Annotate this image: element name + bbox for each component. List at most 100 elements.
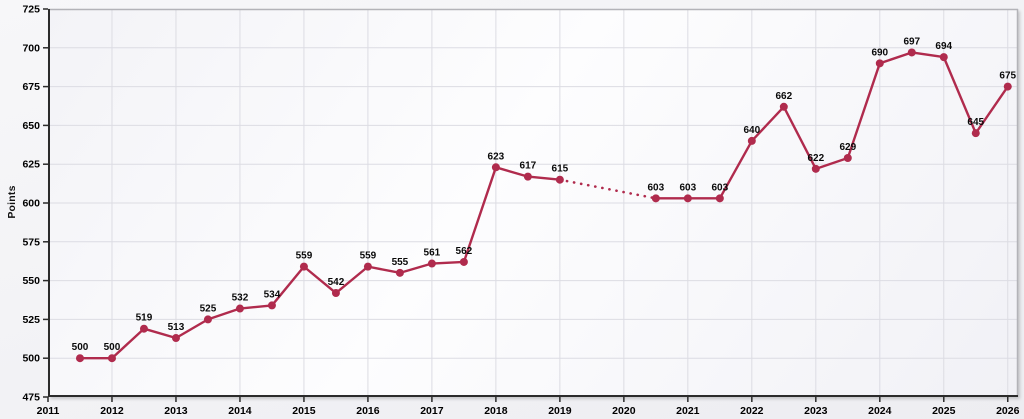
data-point-label: 603	[648, 182, 665, 193]
data-point	[427, 259, 436, 268]
data-point-label: 519	[136, 313, 153, 324]
series-segment	[430, 260, 466, 265]
data-point-label: 697	[903, 36, 920, 47]
x-axis-tick-label: 2016	[356, 405, 380, 417]
data-point-label: 622	[807, 153, 824, 164]
data-point	[107, 354, 116, 363]
series-segment	[526, 175, 562, 181]
series-segment	[398, 262, 434, 275]
x-axis-tick-label: 2021	[676, 405, 700, 417]
data-point-label: 559	[360, 251, 377, 262]
data-point	[235, 304, 244, 313]
data-point-label: 694	[935, 41, 952, 52]
series-segment	[846, 62, 881, 160]
data-point	[1003, 82, 1012, 91]
data-point-label: 561	[424, 248, 441, 259]
x-axis-tick-label: 2015	[292, 405, 316, 417]
y-axis-tick-label: 625	[22, 159, 40, 171]
data-point-label: 629	[839, 142, 856, 153]
x-axis-tick-label: 2023	[804, 405, 828, 417]
y-axis-tick-label: 600	[22, 198, 40, 210]
series-segment	[750, 105, 786, 143]
series-segment-dotted	[558, 178, 658, 200]
data-point	[299, 262, 308, 271]
series-segment	[782, 105, 818, 171]
series-segment	[334, 265, 370, 295]
y-axis-tick-label: 725	[22, 4, 40, 16]
x-axis-tick-label: 2018	[484, 405, 508, 417]
data-point-label: 525	[200, 303, 217, 314]
data-point	[875, 59, 884, 68]
data-point-label: 645	[967, 117, 984, 128]
series-segment	[302, 265, 338, 295]
y-axis-tick-label: 475	[22, 392, 40, 404]
series-segment	[942, 55, 977, 135]
data-point	[683, 194, 692, 203]
y-axis-tick-label: 700	[22, 42, 40, 54]
y-axis-tick-label: 575	[22, 236, 40, 248]
series-segment	[494, 166, 530, 178]
data-point	[523, 172, 532, 181]
data-point-label: 617	[520, 161, 537, 172]
x-axis-tick-label: 2024	[868, 405, 892, 417]
x-axis-tick-label: 2026	[996, 405, 1020, 417]
y-axis-tick-label: 525	[22, 314, 40, 326]
series-segment	[142, 327, 178, 340]
series-segment	[366, 265, 402, 275]
series-segment	[270, 265, 306, 307]
data-point-label: 500	[104, 342, 121, 353]
x-axis-tick-label: 2014	[228, 405, 252, 417]
data-point	[811, 164, 820, 173]
data-point-label: 640	[743, 125, 760, 136]
series-segment	[878, 51, 913, 65]
x-axis-tick-label: 2012	[100, 405, 124, 417]
data-point	[75, 354, 84, 363]
y-axis-tick-label: 650	[22, 120, 40, 132]
data-point	[459, 257, 468, 266]
y-axis-tick-label: 675	[22, 81, 40, 93]
data-point-label: 603	[711, 182, 728, 193]
data-point	[715, 194, 724, 203]
data-point-label: 555	[392, 257, 409, 268]
series-segment	[974, 85, 1009, 135]
data-point	[843, 153, 852, 162]
series-segment	[174, 318, 210, 340]
data-point	[779, 102, 788, 111]
y-axis-tick-label: 550	[22, 275, 40, 287]
x-axis-tick-label: 2025	[932, 405, 956, 417]
data-point-label: 534	[264, 289, 281, 300]
data-point	[971, 129, 980, 138]
x-axis-tick-label: 2013	[164, 405, 188, 417]
data-point-label: 559	[296, 251, 313, 262]
series-segment	[238, 304, 274, 310]
series-segment	[910, 51, 945, 59]
data-point-label: 662	[775, 91, 792, 102]
data-point-label: 500	[72, 342, 89, 353]
data-point-label: 542	[328, 277, 345, 288]
data-point	[395, 268, 404, 277]
data-point-label: 615	[552, 164, 569, 175]
data-point-label: 675	[999, 71, 1016, 82]
data-point	[939, 53, 948, 62]
series-segment	[462, 166, 498, 264]
series-segment	[206, 307, 242, 321]
data-point	[555, 175, 564, 184]
data-point	[203, 315, 212, 324]
y-axis-title: Points	[6, 185, 18, 219]
data-point	[491, 163, 500, 172]
data-point	[331, 289, 340, 298]
data-point	[267, 301, 276, 310]
data-point-label: 513	[168, 322, 185, 333]
series-segment	[110, 327, 146, 360]
y-axis-tick-label: 500	[22, 353, 40, 365]
data-point	[171, 334, 180, 343]
data-point	[747, 136, 756, 145]
x-axis-tick-label: 2020	[612, 405, 636, 417]
x-axis-tick-label: 2017	[420, 405, 444, 417]
series-segment	[718, 139, 754, 200]
x-axis-tick-label: 2011	[37, 405, 60, 417]
data-point-label: 603	[679, 182, 696, 193]
data-point-label: 532	[232, 293, 249, 304]
